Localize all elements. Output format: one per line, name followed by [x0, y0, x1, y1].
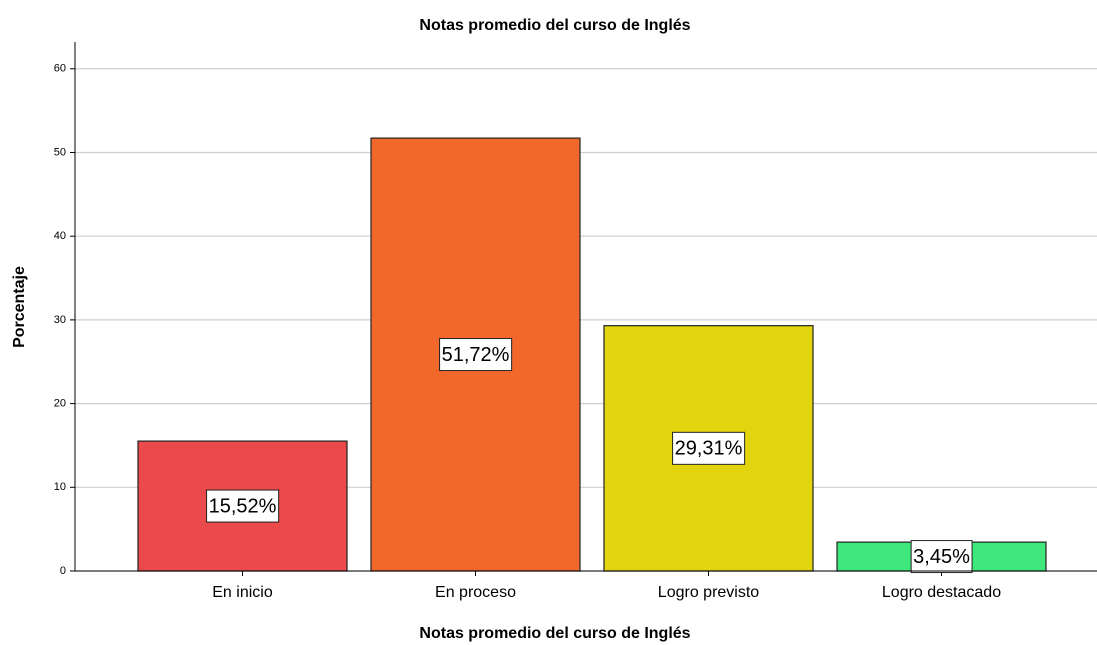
value-label-box — [910, 540, 973, 574]
value-label: 15,52% — [209, 495, 277, 517]
y-tick-label: 30 — [54, 314, 66, 326]
y-tick-label: 60 — [54, 63, 66, 75]
y-tick-label: 10 — [54, 481, 66, 493]
x-tick-label: Logro previsto — [658, 584, 759, 601]
value-label-box — [672, 431, 746, 465]
x-tick-label: Logro destacado — [882, 584, 1001, 601]
value-label: 3,45% — [913, 546, 970, 568]
value-label-box — [206, 489, 280, 523]
value-label: 51,72% — [442, 344, 510, 366]
x-tick-label: En inicio — [212, 584, 273, 601]
y-axis-title: Porcentaje — [11, 266, 28, 348]
x-tick-label: En proceso — [435, 584, 516, 601]
value-label: 29,31% — [675, 438, 743, 460]
chart-title: Notas promedio del curso de Inglés — [419, 17, 690, 34]
y-tick-label: 50 — [54, 146, 66, 158]
value-label-box — [439, 338, 513, 372]
y-tick-label: 40 — [54, 230, 66, 242]
y-tick-label: 0 — [60, 565, 66, 577]
y-tick-label: 20 — [54, 398, 66, 410]
x-axis-title: Notas promedio del curso de Inglés — [419, 625, 690, 642]
